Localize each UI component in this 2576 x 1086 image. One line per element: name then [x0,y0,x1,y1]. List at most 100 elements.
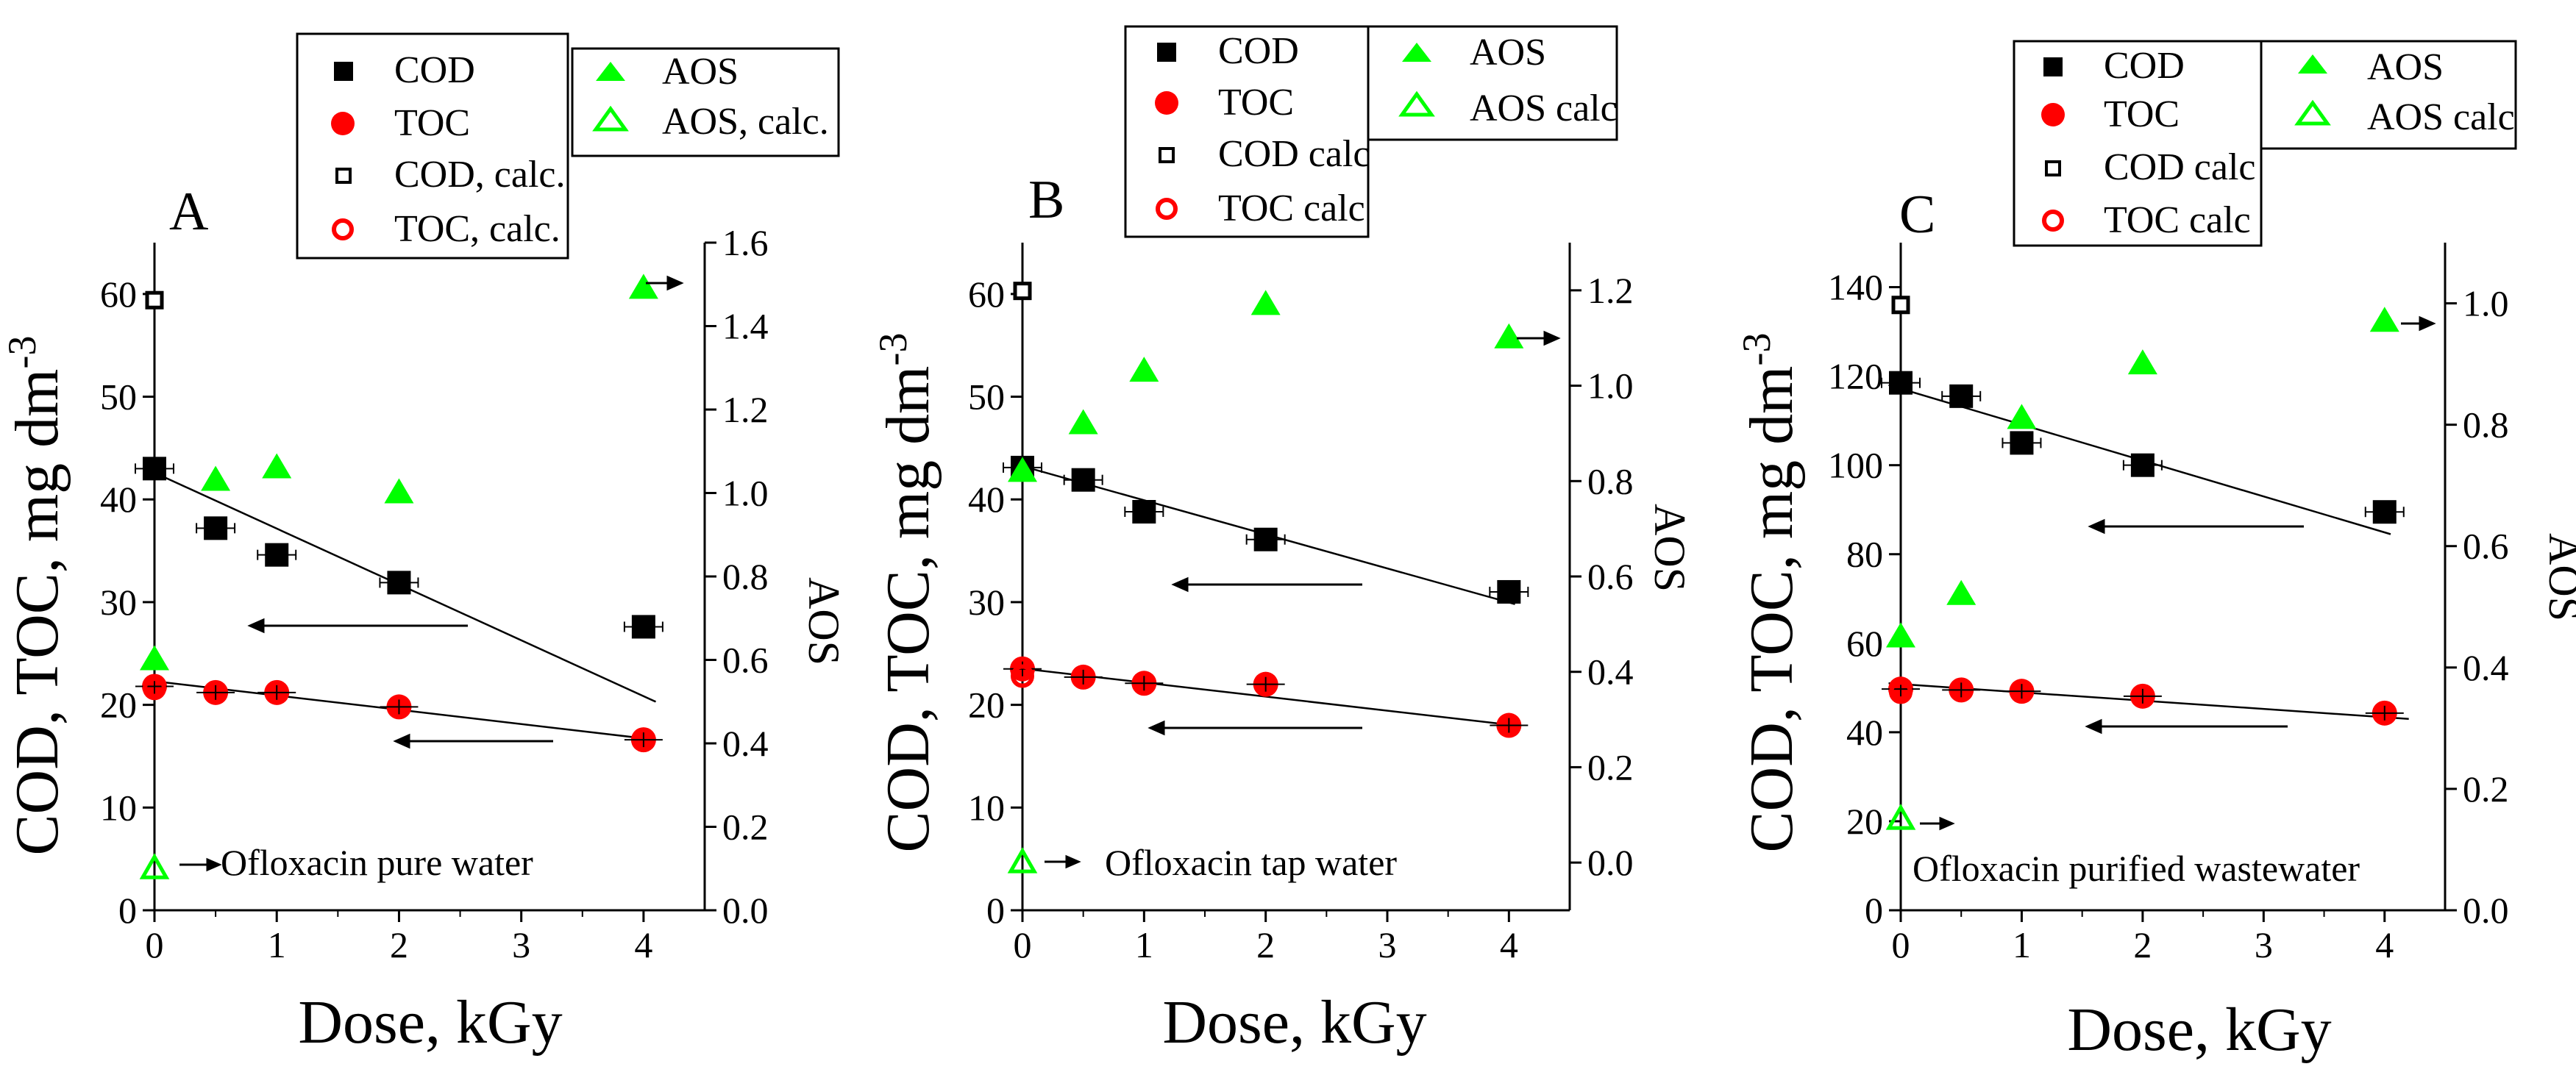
legend-cod-label: COD [2104,45,2185,87]
y-left-tick-label: 30 [100,582,137,623]
y-left-tick-label: 60 [1846,623,1883,664]
x-tick-label: 2 [2133,924,2152,965]
y-right-tick-label: 0.4 [722,723,769,764]
legend-cod-calc-label: COD calc [1218,133,1370,175]
legend-toc-marker [2041,103,2065,126]
y-left-tick-label: 60 [100,274,137,315]
annotation-b: Ofloxacin tap water [1105,842,1397,883]
legend-cod-calc-marker [1159,147,1175,163]
aos-point [1494,323,1524,349]
y-left-tick-label: 20 [968,685,1005,726]
y-left-tick-label: 100 [1828,445,1883,486]
y-left-tick-label: 0 [1865,890,1883,931]
y-right-tick-label: 1.0 [2463,283,2509,324]
y-right-tick-label: 0.2 [2463,768,2509,810]
legend-toc-label: TOC [1218,82,1294,124]
aos-point [1946,579,1977,605]
legend-main: COD TOC COD calc TOC calc [2013,40,2263,247]
legend-cod-marker [334,62,353,81]
cod-calc-point [1891,296,1910,315]
x-tick-label: 3 [512,924,530,965]
cod-point [387,571,411,595]
legend-aos: AOS AOS, calc. [571,47,840,157]
aos-calc-point [1885,804,1916,830]
aos-calc-point [1007,847,1038,874]
cod-point [1253,527,1278,551]
y-left-tick-label: 80 [1846,534,1883,575]
x-tick-label: 3 [2255,924,2273,965]
legend-toc-calc-marker [2042,210,2064,232]
y-right-tick-label: 0.0 [1587,842,1634,883]
cod-point [2130,453,2155,477]
y-right-tick-label: 1.2 [722,389,769,430]
aos-point [2369,307,2399,332]
y-left-tick-label: 0 [118,890,137,931]
y-left-tick-label: 60 [968,274,1005,315]
y-axis-title-right-c: AOS [2540,533,2576,621]
y-left-tick-label: 20 [100,685,137,726]
y-left-tick-label: 50 [968,376,1005,418]
legend-aos-label: AOS [2367,46,2444,88]
aos-point [1129,357,1159,382]
y-right-tick-label: 0.8 [722,556,769,597]
x-tick-label: 2 [390,924,408,965]
aos-calc-point [139,853,170,879]
y-axis-title-left-c: COD, TOC, mg dm-3 [1734,333,1806,853]
y-left-tick-label: 40 [1846,712,1883,753]
legend-aos-label: AOS [662,51,739,93]
legend-aos-marker [1402,43,1431,62]
y-axis-title-right-b: AOS [1645,504,1694,592]
panel-label-c: C [1899,185,1935,245]
legend-cod-calc-marker [335,168,352,184]
legend-aos: AOS AOS calc [1367,25,1618,141]
x-tick-label: 4 [634,924,652,965]
x-tick-label: 0 [1892,924,1910,965]
aos-point [384,478,414,504]
legend-aos-calc-marker [592,105,629,132]
direction-arrows-c [2085,315,2436,735]
legend-toc-marker [331,112,355,135]
legend-toc-calc-label: TOC calc [1218,187,1365,229]
legend-toc-calc-marker [1156,198,1178,220]
x-tick-label: 4 [1500,924,1518,965]
legend-aos-calc-label: AOS, calc. [662,101,829,143]
panel-label-b: B [1028,170,1064,230]
y-left-tick-label: 10 [100,787,137,828]
legend-toc-calc-label: TOC calc [2104,199,2251,241]
y-axis-title-left-b-text: COD, TOC, mg dm [874,365,942,852]
aos-point [1008,457,1037,482]
x-axis-title-a: Dose, kGy [298,988,562,1057]
cod-point [1949,384,1974,408]
x-tick-label: 1 [268,924,286,965]
cod-point [631,615,655,639]
y-right-tick-label: 1.0 [1587,365,1634,407]
y-right-tick-label: 0.6 [722,640,769,681]
y-right-tick-label: 0.6 [1587,556,1634,597]
annotation-a: Ofloxacin pure water [221,842,533,883]
y-right-tick-label: 0.8 [1587,460,1634,501]
cod-point [1132,499,1156,524]
y-left-tick-label: 0 [986,890,1005,931]
legend-cod-calc-label: COD calc [2104,146,2255,188]
legend-toc-calc-marker [332,218,354,240]
y-axis-title-left-a-sup: -3 [0,336,44,369]
y-axis-title-right-a: AOS [800,577,848,665]
plot-area-a: 0 1 2 3 401020304050600.00.20.40.60.81.01.21… [100,222,769,965]
y-left-tick-label: 40 [100,479,137,520]
x-tick-label: 4 [2375,924,2394,965]
legend-aos-calc-marker [2294,99,2331,126]
annotation-arrow-c [1920,816,1955,831]
y-right-tick-label: 0.0 [2463,890,2509,931]
annotation-arrow-a [179,857,222,872]
y-right-tick-label: 0.4 [1587,651,1634,693]
legend-aos-calc-label: AOS calc [2367,96,2515,138]
legend-main: COD TOC COD, calc. TOC, calc. [296,32,569,260]
legend-cod-calc-marker [2045,160,2061,176]
y-right-tick-label: 0.0 [722,890,769,931]
toc-calc-point [143,676,166,701]
toc-calc-point [1889,680,1913,704]
aos-point [140,645,169,671]
y-right-tick-label: 0.2 [722,807,769,848]
